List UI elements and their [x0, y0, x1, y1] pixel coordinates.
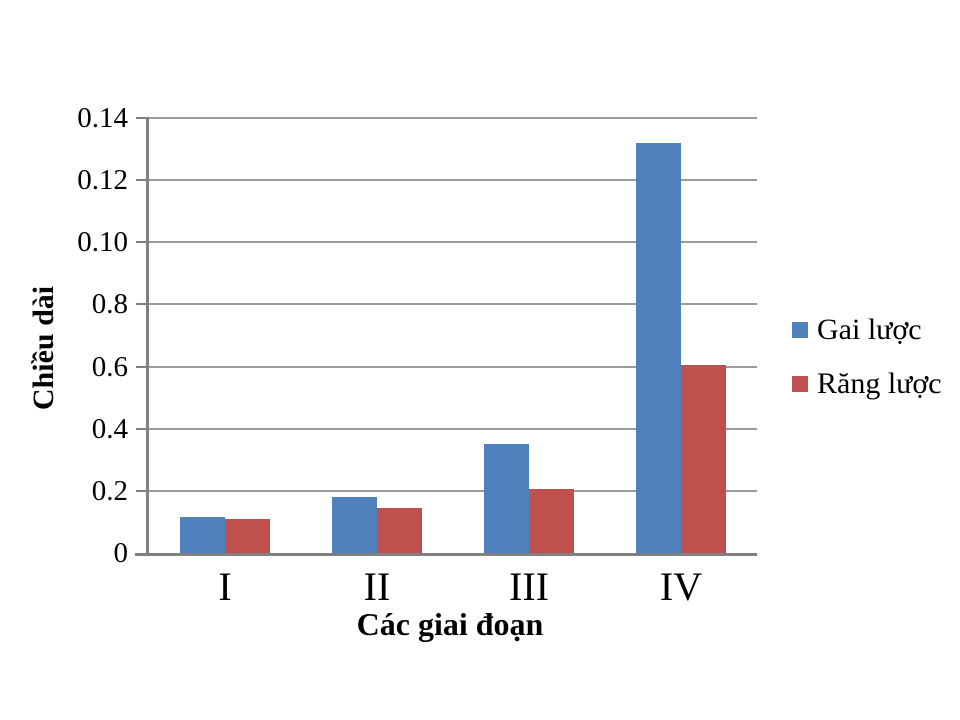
y-tick-label: 0 — [113, 537, 129, 569]
gridline — [146, 241, 757, 244]
legend: Gai lược Răng lược — [792, 314, 942, 422]
gridline — [146, 179, 757, 182]
bar-series2-II — [377, 507, 422, 553]
y-tick-label: 0.4 — [91, 412, 128, 445]
gridline — [146, 303, 757, 306]
legend-swatch-icon — [792, 376, 808, 392]
bar-series1-II — [332, 497, 377, 553]
gridline — [146, 365, 757, 368]
x-axis-line — [135, 553, 757, 556]
x-axis-title: Các giai đoạn — [356, 606, 544, 642]
bar-series1-IV — [636, 142, 681, 553]
legend-swatch-icon — [792, 322, 808, 338]
legend-label: Gai lược — [817, 313, 922, 346]
gridline — [146, 427, 757, 430]
bar-series2-I — [225, 518, 270, 553]
x-tick-label: II — [363, 564, 391, 609]
bar-series1-I — [180, 517, 225, 553]
legend-item-1: Gai lược — [792, 314, 942, 346]
legend-label: Răng lược — [817, 367, 942, 400]
y-tick-mark — [136, 489, 146, 492]
x-tick-label: III — [509, 564, 549, 609]
y-tick-mark — [136, 303, 146, 306]
gridline — [146, 489, 757, 492]
y-tick-mark — [136, 117, 146, 119]
bar-series1-III — [484, 444, 529, 553]
y-tick-label: 0.6 — [91, 350, 128, 383]
y-axis-line — [146, 117, 149, 556]
y-tick-mark — [136, 179, 146, 182]
y-tick-label: 0.8 — [91, 288, 128, 321]
x-tick-label: IV — [659, 564, 703, 609]
y-tick-label: 0.10 — [77, 226, 128, 259]
y-tick-mark — [136, 427, 146, 430]
y-axis-title: Chiều dài — [27, 285, 60, 411]
legend-item-2: Răng lược — [792, 368, 942, 400]
bar-series2-IV — [681, 365, 726, 553]
y-tick-label: 0.12 — [77, 164, 128, 197]
x-tick-label: I — [218, 564, 232, 609]
y-tick-label: 0.14 — [77, 102, 128, 134]
y-tick-mark — [136, 241, 146, 244]
bar-series2-III — [529, 489, 574, 553]
gridline — [146, 117, 757, 119]
y-tick-label: 0.2 — [91, 474, 128, 507]
y-tick-mark — [136, 365, 146, 368]
